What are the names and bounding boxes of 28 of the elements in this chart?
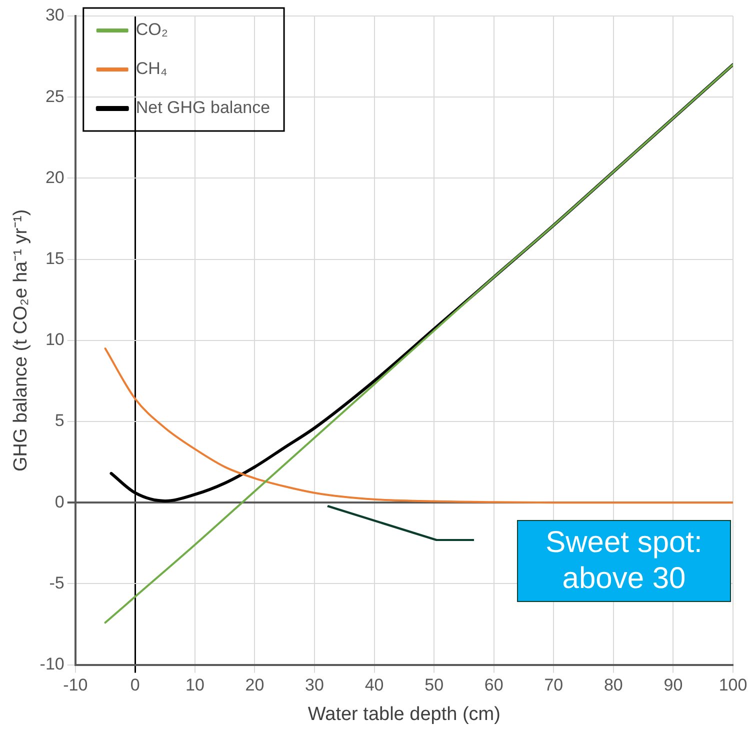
y-tick-label: -10	[40, 654, 64, 674]
x-tick-label: 30	[305, 676, 324, 695]
y-tick-label: 25	[45, 86, 64, 106]
x-tick-label: 50	[424, 676, 444, 695]
annotation: Sweet spot: above 30	[517, 520, 731, 602]
x-tick-label: 10	[185, 676, 204, 695]
x-tick-label: 70	[544, 676, 564, 695]
x-tick-label: 60	[484, 676, 504, 695]
y-tick-label: 5	[54, 411, 64, 430]
y-tick-label: 0	[54, 492, 64, 512]
line-series	[104, 64, 733, 624]
x-tick-label: 40	[364, 676, 384, 695]
x-tick-label: 0	[130, 676, 140, 695]
legend-label: CO₂	[136, 20, 168, 40]
line-series	[104, 348, 733, 504]
x-tick-label: 80	[604, 676, 623, 695]
legend-label: Net GHG balance	[136, 98, 270, 118]
x-axis-title: Water table depth (cm)	[308, 704, 500, 725]
y-tick-label: 10	[45, 330, 64, 350]
y-tick-label: -5	[49, 573, 64, 592]
x-tick-label: 20	[245, 676, 264, 695]
y-axis-title: GHG balance (t CO₂e ha⁻¹ yr⁻¹)	[10, 209, 32, 472]
y-tick-label: 30	[45, 6, 64, 25]
x-tick-label: 100	[718, 676, 748, 695]
x-tick-label: 90	[664, 676, 683, 695]
legend-label: CH₄	[136, 59, 168, 78]
y-tick-label: 20	[45, 168, 64, 187]
y-tick-label: 15	[45, 248, 64, 268]
